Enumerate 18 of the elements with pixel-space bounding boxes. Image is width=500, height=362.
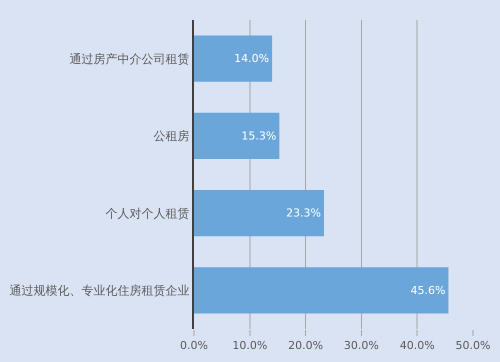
x-tick-label: 30.0% xyxy=(344,339,379,352)
data-label: 45.6% xyxy=(410,284,446,297)
y-tick-label: 通过房产中介公司租赁 xyxy=(70,52,190,66)
x-tick-label: 20.0% xyxy=(288,339,324,352)
data-label: 23.3% xyxy=(286,206,322,220)
x-tick-label: 40.0% xyxy=(400,339,435,352)
bar xyxy=(194,112,280,160)
bar xyxy=(194,35,272,82)
bar xyxy=(194,267,448,314)
y-tick-label: 通过规模化、专业化住房租赁企业 xyxy=(10,284,190,298)
data-label: 15.3% xyxy=(241,129,276,142)
x-tick-label: 50.0% xyxy=(456,339,490,352)
y-tick-label: 公租房 xyxy=(154,129,190,144)
bar xyxy=(194,190,324,236)
x-tick-label: 0.0% xyxy=(180,339,208,352)
x-tick-label: 10.0% xyxy=(232,339,268,352)
data-label: 14.0% xyxy=(234,52,270,66)
y-tick-label: 个人对个人租赁 xyxy=(106,206,190,220)
